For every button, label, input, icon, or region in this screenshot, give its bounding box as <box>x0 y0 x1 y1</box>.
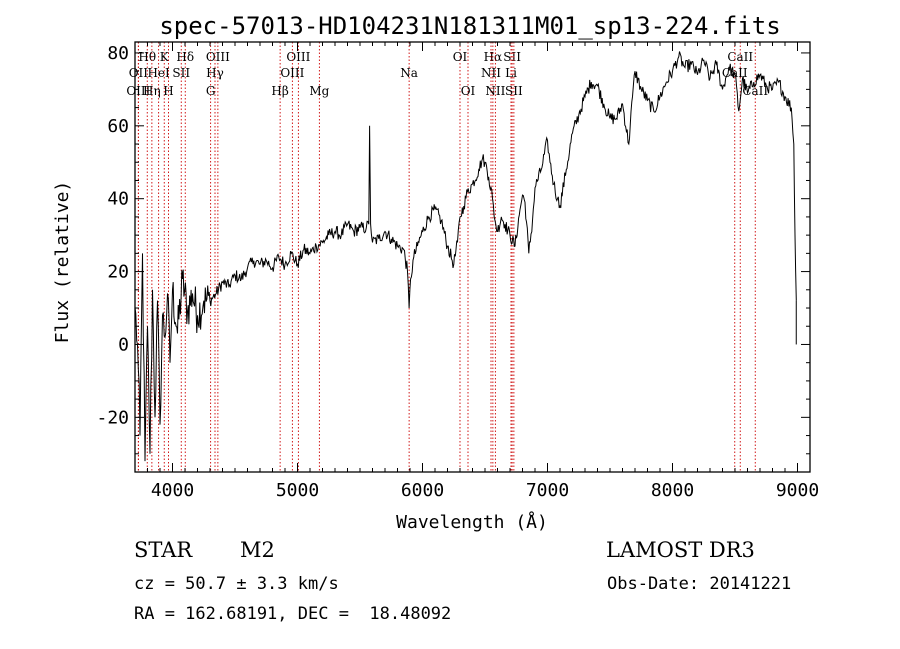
spectral-line-label: OI <box>453 50 468 64</box>
obs-date: Obs-Date: 20141221 <box>607 574 792 594</box>
spectral-line-label: Mg <box>309 84 329 98</box>
x-tick-label: 5000 <box>276 480 319 501</box>
y-tick-label: 60 <box>107 116 129 137</box>
chart-title: spec-57013-HD104231N181311M01_sp13-224.f… <box>159 12 780 40</box>
spectral-line-label: CaII <box>727 50 753 64</box>
spectral-line-label: SII <box>503 50 521 64</box>
spectral-line-label: OII <box>129 66 149 80</box>
x-tick-label: 8000 <box>651 480 694 501</box>
redshift-cz: cz = 50.7 ± 3.3 km/s <box>134 574 339 594</box>
spectral-line-label: SII <box>172 66 190 80</box>
y-tick-label: 40 <box>107 189 129 210</box>
spectral-line-label: Hη <box>143 84 161 98</box>
spectral-line-label: Hθ <box>138 50 156 64</box>
survey-label: LAMOST DR3 <box>606 538 755 562</box>
x-axis-label: Wavelength (Å) <box>396 511 548 533</box>
x-tick-label: 7000 <box>526 480 569 501</box>
spectral-line-label: OIII <box>286 50 310 64</box>
spectral-line-label: Na <box>400 66 418 80</box>
y-tick-label: 20 <box>107 262 129 283</box>
y-tick-label: 0 <box>118 334 129 355</box>
spectral-line-label: OI <box>461 84 476 98</box>
coordinates: RA = 162.68191, DEC = 18.48092 <box>134 604 452 624</box>
spectral-line-label: Hα <box>484 50 503 64</box>
spectral-line-label: NII <box>485 84 505 98</box>
spectral-line-label: OIII <box>126 84 150 98</box>
spectral-line-label: NII <box>481 66 501 80</box>
y-tick-label: 80 <box>107 43 129 64</box>
spectral-line-label: Li <box>505 66 517 80</box>
x-tick-label: 6000 <box>401 480 444 501</box>
x-tick-label: 4000 <box>151 480 194 501</box>
y-axis-label: Flux (relative) <box>52 181 73 344</box>
object-class: STAR <box>134 538 193 562</box>
axis-ticks-layer: 4000 5000 6000 7000 8000 9000 -20 0 20 40 60 80 <box>96 42 819 501</box>
spectral-line-label: H <box>163 84 173 98</box>
spectral-line-label: Hδ <box>176 50 194 64</box>
flux-series-line <box>134 51 797 462</box>
spectral-line-label: SII <box>505 84 523 98</box>
subclass: M2 <box>240 538 275 562</box>
plot-frame <box>134 41 811 473</box>
spectral-line-label: OIII <box>280 66 304 80</box>
spectral-line-label: K <box>160 50 170 64</box>
y-tick-label: -20 <box>96 407 129 428</box>
x-tick-label: 9000 <box>776 480 819 501</box>
spectral-line-label: HeI <box>147 66 170 80</box>
spectral-line-label: Hβ <box>271 84 288 98</box>
series-layer <box>134 51 797 462</box>
spectral-line-label: G <box>206 84 216 98</box>
spectral-line-label: OIII <box>206 50 230 64</box>
spectral-line-label: Hγ <box>206 66 224 80</box>
